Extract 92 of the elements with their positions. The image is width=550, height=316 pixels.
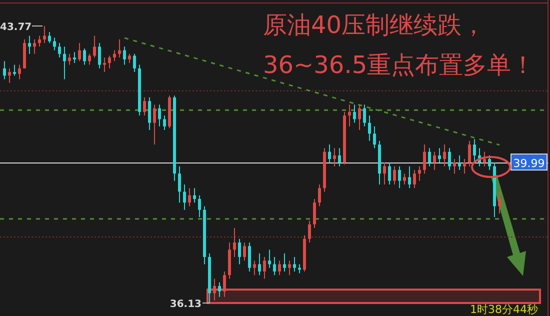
candlestick (243, 242, 246, 262)
annotation: 43.77 (0, 22, 32, 33)
candlestick (458, 154, 461, 170)
candlestick (288, 260, 291, 276)
candlestick (453, 158, 456, 174)
candlestick (3, 60, 6, 80)
candlestick (483, 151, 486, 167)
candlestick (473, 138, 476, 164)
candlestick (158, 104, 161, 127)
candlestick (238, 238, 241, 265)
candlestick (143, 96, 146, 116)
candlestick (103, 57, 106, 73)
candlestick (148, 96, 151, 131)
candlestick (183, 184, 186, 210)
candlestick (328, 144, 331, 164)
candlestick (488, 154, 491, 170)
candlestick (338, 148, 341, 167)
candlestick (358, 104, 361, 131)
candlestick (108, 55, 111, 69)
candlestick (253, 260, 256, 276)
candlestick (443, 144, 446, 167)
candlestick (393, 166, 396, 185)
candlestick (368, 115, 371, 142)
candlestick (98, 42, 101, 69)
candlestick (88, 53, 91, 66)
candlestick (448, 148, 451, 170)
candlestick (133, 53, 136, 73)
candlestick (213, 278, 216, 301)
candlestick (463, 158, 466, 174)
candlestick (258, 252, 261, 276)
candlestick (413, 169, 416, 189)
candlestick (188, 188, 191, 207)
candlestick (418, 166, 421, 182)
candlestick (198, 194, 201, 218)
candlestick (123, 46, 126, 66)
candlestick (63, 46, 66, 80)
candlestick (438, 148, 441, 164)
candlestick (408, 166, 411, 189)
candlestick (48, 32, 51, 44)
candlestick (193, 188, 196, 204)
candlestick (348, 104, 351, 127)
candlestick (33, 38, 36, 54)
candlestick (83, 48, 86, 66)
candlestick (278, 260, 281, 276)
candlestick (28, 35, 31, 54)
candlestick (13, 64, 16, 76)
candlestick (293, 256, 296, 272)
candlestick (118, 38, 121, 58)
candlestick (218, 282, 221, 298)
candlestick (283, 252, 286, 272)
candlestick (53, 37, 56, 51)
candlestick (93, 35, 96, 58)
candlestick (353, 104, 356, 124)
candlestick (178, 166, 181, 204)
candlestick (43, 26, 46, 44)
candlestick (73, 52, 76, 64)
candlestick (498, 191, 501, 214)
candlestick (68, 53, 71, 66)
candlestick (128, 53, 131, 64)
candlestick (403, 173, 406, 185)
ref-line-label: 39.99 (513, 157, 545, 170)
candlestick (263, 256, 266, 280)
candlestick (163, 115, 166, 131)
candlestick (388, 162, 391, 185)
candlestick (248, 242, 251, 272)
candlestick (223, 270, 226, 298)
candlestick (58, 42, 61, 58)
candlestick (468, 140, 471, 167)
candlestick (308, 220, 311, 243)
candlestick (313, 198, 316, 228)
candlestick (268, 249, 271, 268)
candlestick (113, 50, 116, 62)
candlestick (78, 42, 81, 62)
candlestick (273, 256, 276, 276)
chart-title: 原油40压制继续跌， (263, 11, 486, 39)
candlestick (383, 162, 386, 185)
candlestick (428, 148, 431, 167)
candlestick (363, 104, 366, 127)
candlestick (433, 151, 436, 170)
text: 36~36.5重点布置多单！ (263, 51, 536, 79)
candlestick (233, 227, 236, 258)
candlestick (423, 144, 426, 174)
candlestick (153, 104, 156, 146)
candlestick (398, 166, 401, 189)
candlestick (18, 64, 21, 80)
candlestick (318, 184, 321, 207)
candlestick (38, 35, 41, 48)
candlestick (373, 126, 376, 149)
annotation: 1时38分44秒 (470, 303, 538, 316)
candlestick (8, 68, 11, 84)
candlestick (333, 148, 336, 167)
annotation: 36.13 (170, 299, 202, 310)
